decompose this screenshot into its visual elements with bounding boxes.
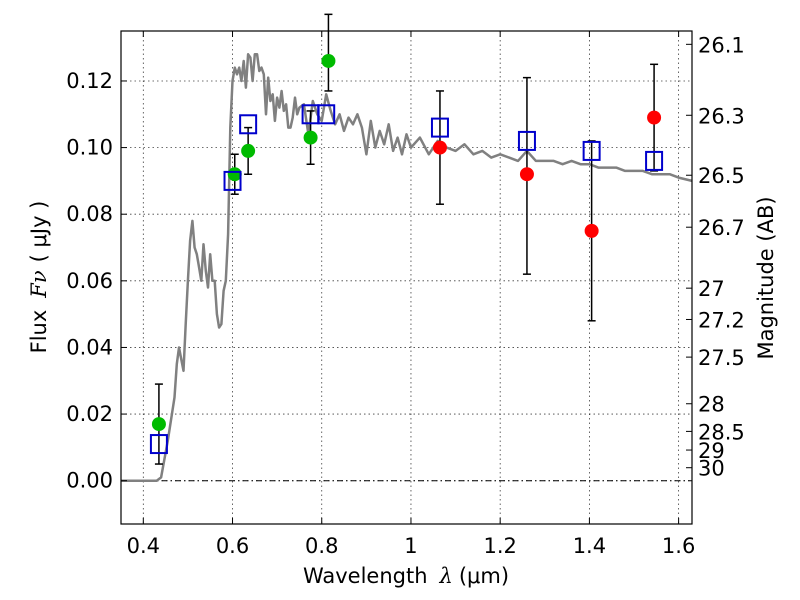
x-tick-label: 1.6	[662, 534, 695, 558]
green-data-point	[151, 417, 166, 432]
y-tick-label: 0.06	[66, 269, 113, 293]
red-data-point	[584, 223, 599, 238]
x-tick-label: 1.4	[573, 534, 606, 558]
y-tick-label: 0.08	[66, 202, 113, 226]
y-tick-label: 0.00	[66, 469, 113, 493]
right-tick-label: 26.5	[698, 164, 745, 188]
x-tick-label: 0.4	[127, 534, 160, 558]
model-band-squares	[149, 104, 664, 455]
x-axis-unit: (μm)	[459, 564, 509, 588]
model-band-square	[645, 150, 664, 171]
model-band-square	[239, 114, 258, 135]
y-axis-title: Flux Fν ( μJy )	[27, 201, 51, 354]
x-tick-label: 1.2	[483, 534, 516, 558]
model-band-square	[517, 130, 536, 151]
plot-background	[121, 31, 692, 524]
green-data-point	[241, 143, 256, 158]
right-tick-label: 28.5	[698, 420, 745, 444]
green-data-point	[321, 53, 336, 68]
green-data-point	[227, 167, 242, 182]
right-tick-label: 27.5	[698, 346, 745, 370]
axis-ticks	[121, 31, 692, 524]
red-data-point	[432, 140, 447, 155]
right-tick-label: 26.1	[698, 33, 745, 57]
x-axis-label: Wavelength	[303, 564, 428, 588]
y-axis-label: Flux	[27, 310, 51, 354]
y-tick-label: 0.04	[66, 335, 113, 359]
right-tick-label: 29	[698, 439, 725, 463]
right-tick-label: 26.7	[698, 216, 745, 240]
y-tick-label: 0.12	[66, 69, 113, 93]
tick-labels: 0.4 0.6 0.8 1 1.2 1.4 1.6 0.00 0.02 0.04 0.06 0.08 0…	[66, 33, 745, 558]
right-tick-label: 27.2	[698, 308, 745, 332]
model-band-square	[223, 170, 242, 191]
x-tick-label: 1	[404, 534, 417, 558]
model-band-square	[149, 434, 168, 455]
model-band-square	[430, 117, 449, 138]
x-axis-title: Wavelength λ (μm)	[303, 564, 509, 588]
model-spectrum-line	[121, 53, 693, 482]
x-tick-label: 0.6	[216, 534, 249, 558]
green-data-point	[303, 130, 318, 145]
y-tick-label: 0.10	[66, 136, 113, 160]
y-tick-label: 0.02	[66, 402, 113, 426]
right-tick-label: 30	[698, 457, 725, 481]
red-data-point	[647, 110, 662, 125]
model-band-square	[317, 104, 336, 125]
data-points	[151, 53, 662, 432]
right-tick-label: 26.3	[698, 104, 745, 128]
y-axis-symbol: Fν	[27, 270, 51, 299]
right-axis-title: Magnitude (AB)	[754, 196, 778, 359]
x-axis-symbol: λ	[439, 564, 453, 588]
x-tick-label: 0.8	[305, 534, 338, 558]
right-tick-label: 27	[698, 277, 725, 301]
plot-frame	[120, 30, 693, 525]
right-tick-label: 28	[698, 393, 725, 417]
y-axis-unit: ( μJy )	[27, 201, 51, 263]
red-data-point	[519, 167, 534, 182]
model-band-square	[582, 140, 601, 161]
